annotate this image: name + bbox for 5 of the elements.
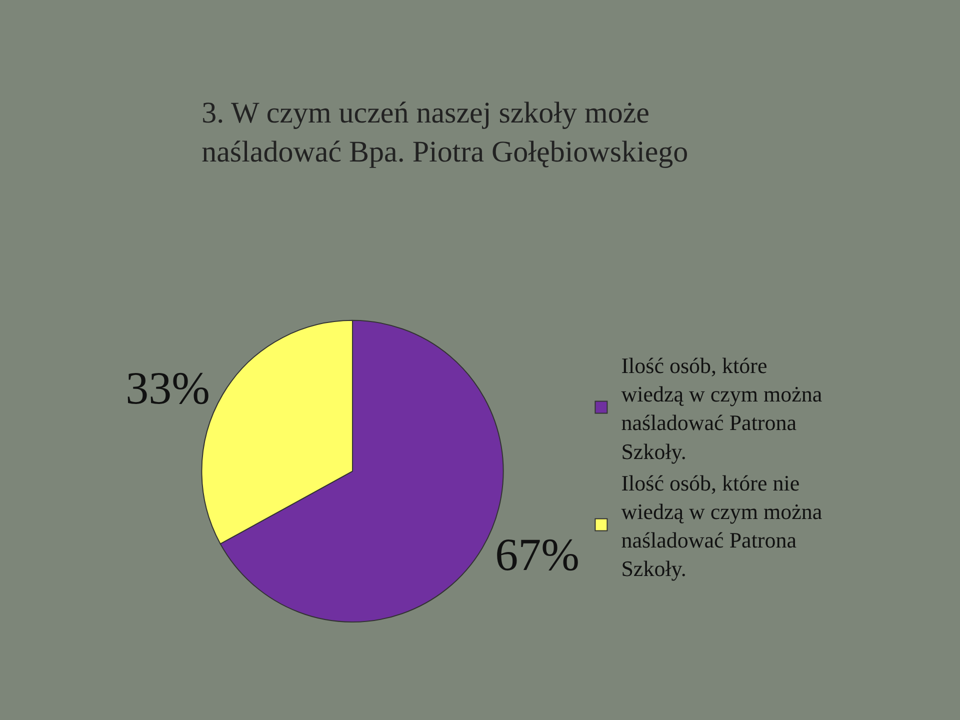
legend-label: Ilość osób, które wiedzą w czym można naśladować Patrona Szkoły.: [621, 352, 822, 464]
data-label: 33%: [126, 362, 210, 414]
data-label: 67%: [495, 529, 580, 580]
chart-title: 3. W czym uczeń naszej szkoły może naśladować Bpa. Piotra Gołębiowskiego: [202, 96, 688, 168]
legend-label: Ilość osób, które nie wiedzą w czym można naśladować Patrona Szkoły.: [621, 470, 822, 582]
